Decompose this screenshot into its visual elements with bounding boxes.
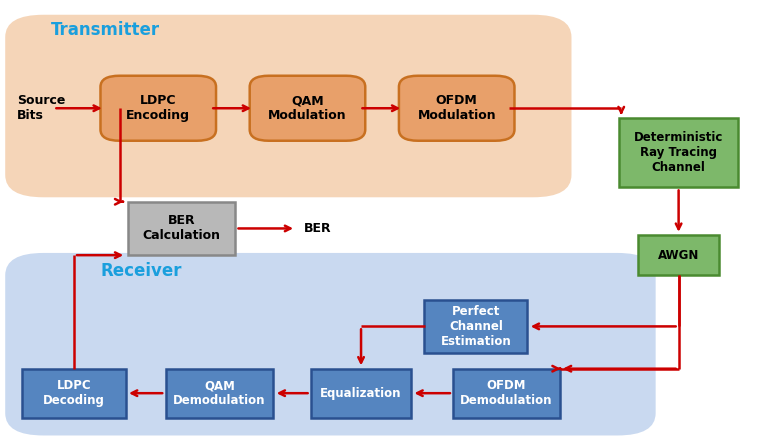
FancyBboxPatch shape	[638, 235, 719, 275]
FancyBboxPatch shape	[453, 369, 560, 418]
Text: QAM
Demodulation: QAM Demodulation	[174, 379, 266, 407]
FancyBboxPatch shape	[250, 76, 366, 141]
FancyBboxPatch shape	[22, 369, 126, 418]
Text: BER: BER	[303, 222, 331, 235]
Text: QAM
Modulation: QAM Modulation	[268, 94, 347, 122]
FancyBboxPatch shape	[127, 202, 235, 255]
Text: LDPC
Decoding: LDPC Decoding	[43, 379, 105, 407]
FancyBboxPatch shape	[399, 76, 515, 141]
Text: OFDM
Modulation: OFDM Modulation	[417, 94, 496, 122]
Text: BER
Calculation: BER Calculation	[142, 215, 220, 242]
Text: OFDM
Demodulation: OFDM Demodulation	[460, 379, 553, 407]
FancyBboxPatch shape	[619, 118, 738, 187]
Text: Equalization: Equalization	[320, 387, 402, 400]
Text: Deterministic
Ray Tracing
Channel: Deterministic Ray Tracing Channel	[634, 131, 723, 174]
FancyBboxPatch shape	[101, 76, 216, 141]
FancyBboxPatch shape	[424, 300, 528, 353]
FancyBboxPatch shape	[311, 369, 411, 418]
Text: Receiver: Receiver	[101, 262, 182, 280]
Text: LDPC
Encoding: LDPC Encoding	[126, 94, 190, 122]
FancyBboxPatch shape	[5, 253, 656, 435]
Text: Source
Bits: Source Bits	[17, 94, 65, 122]
Text: Transmitter: Transmitter	[51, 22, 161, 39]
FancyBboxPatch shape	[5, 15, 571, 197]
Text: Perfect
Channel
Estimation: Perfect Channel Estimation	[441, 305, 511, 348]
Text: AWGN: AWGN	[658, 249, 700, 262]
FancyBboxPatch shape	[166, 369, 273, 418]
